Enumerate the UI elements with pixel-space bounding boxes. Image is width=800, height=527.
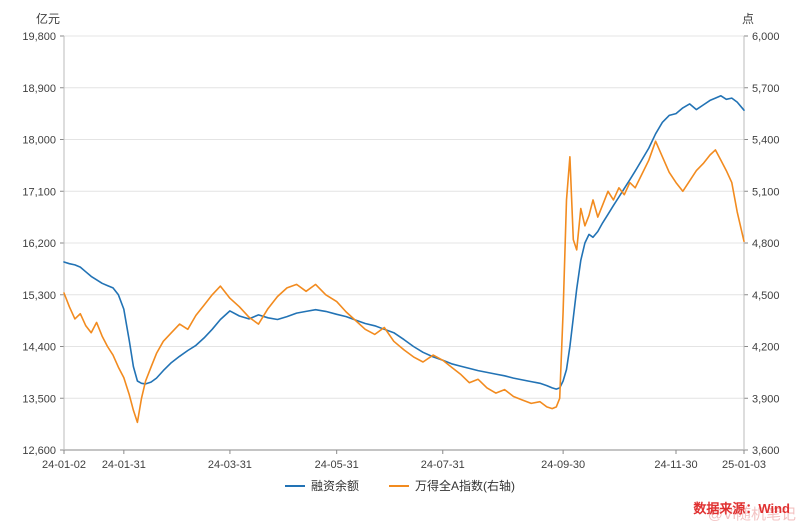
svg-text:24-01-02: 24-01-02 [42, 459, 86, 471]
svg-text:24-05-31: 24-05-31 [315, 459, 359, 471]
svg-text:17,100: 17,100 [22, 186, 56, 198]
svg-text:3,900: 3,900 [752, 393, 780, 405]
left-axis-unit: 亿元 [36, 12, 61, 26]
svg-text:24-07-31: 24-07-31 [421, 459, 465, 471]
svg-text:14,400: 14,400 [22, 342, 56, 354]
svg-text:18,900: 18,900 [22, 83, 56, 95]
svg-text:13,500: 13,500 [22, 393, 56, 405]
svg-text:24-03-31: 24-03-31 [208, 459, 252, 471]
svg-text:5,700: 5,700 [752, 83, 780, 95]
svg-text:6,000: 6,000 [752, 31, 780, 43]
chart-legend: 融资余额 万得全A指数(右轴) [0, 477, 800, 494]
data-source-label: 数据来源：Wind [693, 501, 790, 516]
svg-text:24-09-30: 24-09-30 [541, 459, 585, 471]
svg-text:19,800: 19,800 [22, 31, 56, 43]
weibo-watermark: @Vi随机笔记 [707, 506, 796, 523]
legend-item-financing-balance: 融资余额 [284, 477, 359, 494]
svg-text:5,100: 5,100 [752, 186, 780, 198]
legend-label: 融资余额 [310, 479, 359, 493]
svg-text:15,300: 15,300 [22, 290, 56, 302]
svg-text:3,600: 3,600 [752, 445, 780, 457]
svg-text:4,800: 4,800 [752, 238, 780, 250]
financing-balance-line-marker [284, 484, 305, 487]
svg-text:4,500: 4,500 [752, 290, 780, 302]
svg-text:25-01-03: 25-01-03 [722, 459, 766, 471]
svg-text:4,200: 4,200 [752, 342, 780, 354]
svg-text:24-01-31: 24-01-31 [102, 459, 146, 471]
legend-label: 万得全A指数(右轴) [415, 479, 515, 493]
svg-text:18,000: 18,000 [22, 135, 56, 147]
right-axis-unit: 点 [742, 12, 755, 26]
svg-text:5,400: 5,400 [752, 135, 780, 147]
wind-index-line-marker [389, 484, 409, 487]
svg-text:16,200: 16,200 [22, 238, 56, 250]
svg-text:12,600: 12,600 [22, 445, 56, 457]
legend-item-wind-all-a-index: 万得全A指数(右轴) [389, 477, 515, 494]
svg-text:24-11-30: 24-11-30 [654, 459, 697, 471]
chart-plot-area: 12,600 3,600 13,500 3,900 14,400 4,200 15,300 4… [22, 31, 780, 471]
